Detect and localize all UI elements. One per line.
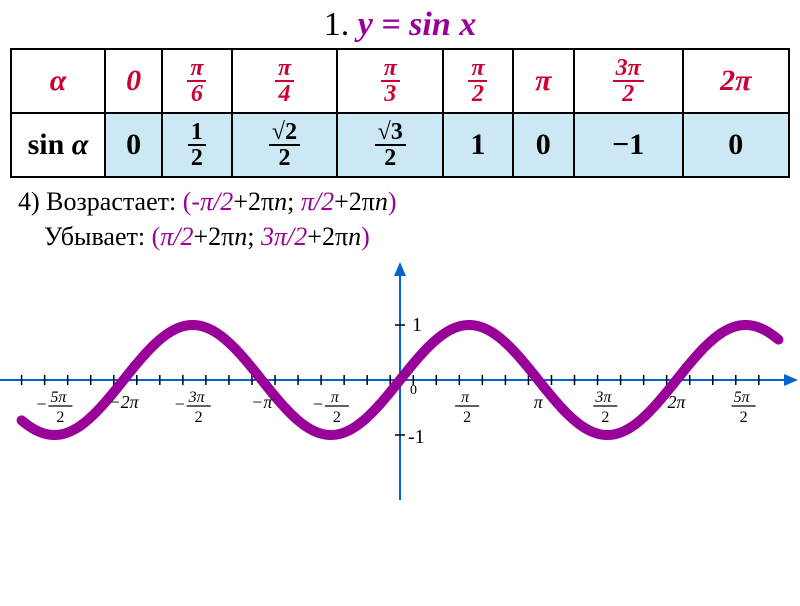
increasing-line: 4) Возрастает: (-π/2+2πn; π/2+2πn)	[18, 184, 770, 219]
decreasing-label: Убывает:	[44, 222, 152, 251]
svg-text:2: 2	[56, 409, 64, 426]
val-0: 0	[105, 113, 162, 177]
svg-text:3π: 3π	[594, 389, 612, 406]
svg-text:π: π	[331, 389, 340, 406]
monotone-block: 4) Возрастает: (-π/2+2πn; π/2+2πn) Убыва…	[18, 184, 770, 254]
svg-text:2: 2	[195, 409, 203, 426]
svg-text:−2π: −2π	[108, 392, 139, 412]
svg-text:−: −	[313, 394, 323, 414]
svg-text:5π: 5π	[734, 389, 751, 406]
svg-text:π: π	[534, 392, 544, 412]
col-pi4: π4	[232, 49, 338, 113]
alpha-label: α	[11, 49, 105, 113]
col-pi3: π3	[337, 49, 443, 113]
sine-chart: 10-1−5π2−2π−3π2−π−π2π2π3π22π5π2	[0, 260, 800, 505]
col-pi6: π6	[162, 49, 231, 113]
val-pi6: 12	[162, 113, 231, 177]
svg-text:−π: −π	[251, 392, 273, 412]
val-pi3: √32	[337, 113, 443, 177]
table-header-row: α 0 π6 π4 π3 π2 π 3π2 2π	[11, 49, 789, 113]
svg-text:−: −	[36, 394, 46, 414]
svg-text:π: π	[461, 389, 470, 406]
val-3pi2: −1	[574, 113, 683, 177]
svg-text:2: 2	[740, 409, 748, 426]
page-title: 1. y = sin x	[0, 6, 800, 44]
val-pi2: 1	[443, 113, 512, 177]
decreasing-line: Убывает: (π/2+2πn; 3π/2+2πn)	[18, 219, 770, 254]
val-pi: 0	[513, 113, 574, 177]
sine-values-table: α 0 π6 π4 π3 π2 π 3π2 2π sin α 0 12 √22 …	[10, 48, 790, 178]
svg-text:2π: 2π	[667, 392, 686, 412]
col-pi2: π2	[443, 49, 512, 113]
item-number: 4)	[18, 187, 46, 216]
svg-text:-1: -1	[408, 426, 425, 448]
col-3pi2: 3π2	[574, 49, 683, 113]
col-pi: π	[513, 49, 574, 113]
col-0: 0	[105, 49, 162, 113]
sin-alpha-label: sin α	[11, 113, 105, 177]
title-function: y = sin x	[358, 6, 477, 43]
svg-text:2: 2	[601, 409, 609, 426]
svg-text:3π: 3π	[188, 389, 206, 406]
svg-text:2: 2	[463, 409, 471, 426]
svg-text:−: −	[175, 394, 185, 414]
svg-text:2: 2	[333, 409, 341, 426]
title-prefix: 1.	[324, 6, 358, 43]
svg-text:5π: 5π	[50, 389, 67, 406]
svg-text:1: 1	[412, 314, 422, 336]
svg-text:0: 0	[410, 383, 417, 398]
val-2pi: 0	[683, 113, 789, 177]
col-2pi: 2π	[683, 49, 789, 113]
table-value-row: sin α 0 12 √22 √32 1 0 −1 0	[11, 113, 789, 177]
val-pi4: √22	[232, 113, 338, 177]
sine-chart-svg: 10-1−5π2−2π−3π2−π−π2π2π3π22π5π2	[0, 260, 800, 500]
increasing-label: Возрастает:	[46, 187, 183, 216]
